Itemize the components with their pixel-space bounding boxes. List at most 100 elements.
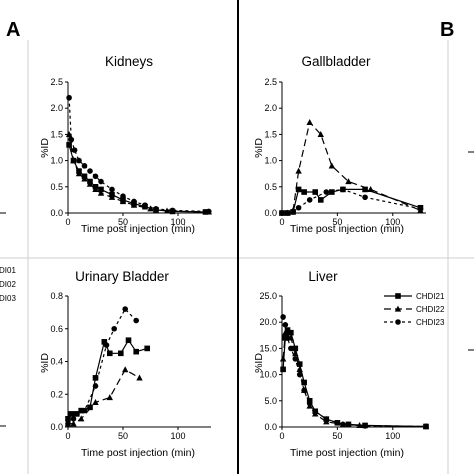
data-point [68,136,75,143]
data-point [122,366,129,373]
data-point [362,194,368,201]
y-tick-label: 2.5 [264,77,277,87]
y-tick-label: 2.0 [264,103,277,113]
x-axis-label: Time post injection (min) [290,223,404,235]
data-point [301,387,307,394]
series-line [282,121,421,214]
x-tick-label: 0 [65,431,70,441]
data-point [317,197,324,203]
data-point [66,142,72,148]
ticks: 0.0 0.5 1.0 1.5 2.0 2.5 0 50 100 [264,77,400,227]
legend-entry-chdi23: CHDI23 [384,318,445,327]
data-point [81,163,88,169]
data-point [125,337,132,344]
series-chdi22 [64,366,143,427]
y-tick-label: 1.5 [50,129,63,139]
y-tick-label: 0.0 [264,422,277,432]
legend-marker [395,293,401,299]
series-chdi23 [280,314,429,430]
data-point [323,189,330,195]
series-chdi21 [280,327,429,430]
series-line [68,97,209,212]
edge-legend-text-2: DI02 [0,280,16,289]
legend-label: CHDI21 [416,292,445,301]
data-point [65,420,71,427]
chart-title: Gallbladder [301,54,371,69]
data-point [87,168,93,174]
data-point [206,208,212,215]
data-point [362,423,368,429]
x-tick-label: 0 [279,217,284,227]
y-axis-label: %ID [39,353,51,373]
series-line [68,144,206,213]
data-point [76,157,82,164]
data-point [280,314,286,320]
series-chdi23 [65,306,139,427]
ticks: 0.0 0.2 0.4 0.6 0.8 0 50 100 [50,291,185,441]
y-tick-label: 0.8 [50,291,63,301]
series-line [282,332,427,428]
data-point [288,329,294,336]
panel-letter-a: A [6,19,20,41]
data-point [101,339,108,345]
series-chdi23 [279,186,424,216]
y-tick-label: 0.4 [50,357,63,367]
y-axis-label: %ID [253,353,265,373]
axes [281,296,426,428]
data-point [118,350,124,357]
x-axis-label: Time post injection (min) [81,223,195,235]
data-point [306,197,313,203]
data-point [70,157,77,164]
data-point [288,345,294,352]
data-point [417,206,424,212]
x-tick-label: 100 [385,431,400,441]
series-line [67,308,137,425]
x-tick-label: 50 [118,431,128,441]
series-line [282,316,427,428]
data-point [108,193,116,200]
chart-urinary-bladder: Urinary Bladder 0.0 0.2 0.4 0.6 0.8 0 50 100 Ti… [39,269,211,459]
data-point [340,186,346,193]
left-edge-legend-fragment: DI01 DI02 DI03 [0,266,16,303]
legend-label: CHDI23 [416,318,445,327]
chart-title: Urinary Bladder [75,269,169,284]
data-point [74,411,80,417]
data-point [296,361,303,367]
data-point [92,186,99,193]
data-point [71,147,78,153]
data-point [92,383,99,389]
data-point [103,342,110,348]
data-point [323,416,330,422]
data-point [144,345,150,352]
data-point [68,411,75,417]
data-point [119,198,127,205]
data-point [169,207,176,214]
data-point [301,189,307,195]
chart-title: Liver [308,269,338,284]
data-point [306,400,313,407]
data-point [282,322,289,328]
edge-legend-text-1: DI01 [0,266,16,275]
data-point [279,355,287,362]
data-point [92,173,99,180]
data-point [367,186,374,193]
data-point [65,416,71,422]
series-layer [64,306,150,427]
data-point [292,345,299,352]
data-point [328,162,336,169]
data-point [334,420,341,426]
data-point [153,206,159,212]
panel-letter-b: B [440,19,454,41]
legend-marker [394,305,402,312]
y-axis-label: %ID [39,138,51,158]
data-point [301,379,307,386]
data-point [81,175,88,182]
x-axis-label: Time post injection (min) [290,447,404,459]
data-point [133,317,139,324]
legend-swatch [384,319,412,325]
data-point [92,375,99,381]
data-point [423,423,429,430]
data-point [97,189,105,196]
series-chdi22 [279,329,430,430]
